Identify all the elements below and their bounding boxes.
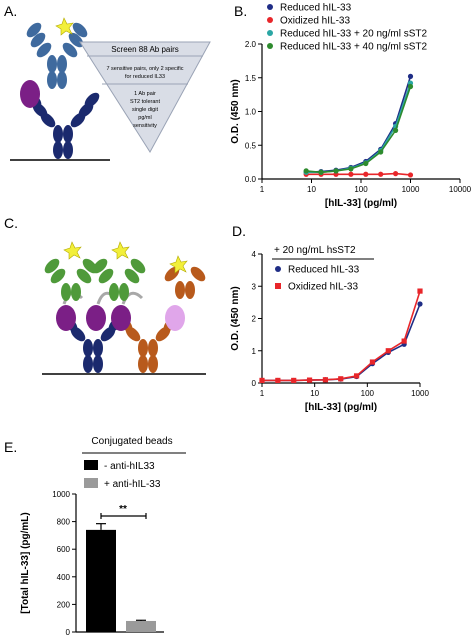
data-point xyxy=(275,377,281,384)
data-point xyxy=(392,127,399,133)
y-tick-label: 3 xyxy=(252,282,257,291)
data-point xyxy=(392,171,399,177)
legend-label: Reduced hIL-33 xyxy=(280,3,352,14)
y-tick-label: 4 xyxy=(252,250,257,259)
chart-e: 0 200 400 600 800 1000 [Total hIL-33] (pg/mL) *… xyxy=(20,436,186,637)
x-axis-label: [hIL-33] (pg/ml) xyxy=(325,198,397,209)
funnel-bottom-line-4: pg/ml xyxy=(138,115,151,121)
x-tick-label: 1 xyxy=(260,185,265,194)
data-point xyxy=(353,373,360,379)
y-tick-label: 1.5 xyxy=(245,74,257,83)
data-point xyxy=(407,83,414,90)
x-tick-label: 10000 xyxy=(449,185,472,194)
data-point xyxy=(338,376,344,382)
series-line xyxy=(262,303,421,382)
data-point xyxy=(417,288,423,294)
data-point xyxy=(401,338,407,344)
panel-label-d: D. xyxy=(232,223,246,239)
legend-marker xyxy=(267,43,273,49)
legend-title: Conjugated beads xyxy=(91,436,172,447)
panel-label-e: E. xyxy=(4,439,17,455)
legend-marker xyxy=(267,4,273,10)
panel-label-b: B. xyxy=(234,3,247,19)
funnel-bottom-line-5: sensitivity xyxy=(133,123,157,129)
data-point xyxy=(407,73,414,79)
antibody-schematic-a xyxy=(10,17,110,161)
chart-b: 0.0 0.5 1.0 1.5 2.0 1 10 100 1000 10000 [hIL-33] (… xyxy=(230,3,472,210)
panel-label-a: A. xyxy=(4,3,17,19)
data-point xyxy=(303,168,309,174)
y-axis-label: O.D. (450 nm) xyxy=(230,79,241,143)
significance-stars: ** xyxy=(119,504,127,515)
data-point xyxy=(369,359,376,365)
y-axis-label: [Total hIL-33] (pg/mL) xyxy=(20,512,31,613)
data-point xyxy=(417,301,423,307)
panel-label-c: C. xyxy=(4,215,18,231)
data-point xyxy=(259,377,265,384)
x-axis-label: [hIL-33] (pg/ml) xyxy=(305,402,377,413)
data-point xyxy=(291,377,297,384)
funnel-bottom-line-1: 1 Ab pair xyxy=(134,91,156,97)
y-tick-label: 600 xyxy=(57,545,71,554)
y-tick-label: 0 xyxy=(66,628,71,637)
data-point xyxy=(407,172,414,178)
legend-marker xyxy=(275,266,281,272)
x-tick-label: 1000 xyxy=(402,185,420,194)
legend-label: Reduced hIL-33 xyxy=(288,265,360,276)
data-point xyxy=(363,171,369,177)
y-tick-label: 0.0 xyxy=(245,175,257,184)
y-axis-label: O.D. (450 nm) xyxy=(230,286,241,350)
legend-swatch xyxy=(84,460,98,470)
funnel-bottom-line-3: single digit xyxy=(132,107,158,113)
antibody-schematic-c xyxy=(42,241,206,375)
data-point xyxy=(318,169,324,175)
data-point xyxy=(363,160,369,167)
y-tick-label: 800 xyxy=(57,518,71,527)
x-tick-label: 100 xyxy=(361,389,375,398)
data-point xyxy=(378,149,384,155)
legend-marker xyxy=(275,283,281,289)
data-point xyxy=(348,166,354,172)
legend-label: Reduced hIL-33 + 40 ng/ml sST2 xyxy=(280,42,427,53)
y-tick-label: 0.5 xyxy=(245,141,257,150)
y-tick-label: 1.0 xyxy=(245,108,257,117)
legend-marker xyxy=(267,30,273,36)
screening-funnel: Screen 88 Ab pairs 7 sensitive pairs, on… xyxy=(79,41,211,153)
funnel-middle-line-2: for reduced IL33 xyxy=(125,74,165,80)
data-point xyxy=(348,171,354,177)
bar xyxy=(126,620,156,632)
y-tick-label: 2.0 xyxy=(245,40,257,49)
legend-marker xyxy=(267,17,273,23)
x-tick-label: 100 xyxy=(354,185,368,194)
series-line xyxy=(262,290,421,382)
x-tick-label: 10 xyxy=(310,389,319,398)
y-tick-label: 400 xyxy=(57,573,71,582)
legend-label: Oxidized hIL-33 xyxy=(280,16,350,27)
data-point xyxy=(385,348,391,354)
legend-label: - anti-hIL33 xyxy=(104,461,155,472)
funnel-middle-line-1: 7 sensitive pairs, only 2 specific xyxy=(106,66,183,72)
funnel-top-text: Screen 88 Ab pairs xyxy=(111,45,179,54)
y-tick-label: 2 xyxy=(252,315,257,324)
y-tick-label: 1000 xyxy=(52,490,70,499)
data-point xyxy=(322,377,329,383)
data-point xyxy=(306,377,313,383)
y-tick-label: 0 xyxy=(252,379,257,388)
legend-label: Oxidized hIL-33 xyxy=(288,282,358,293)
data-point xyxy=(333,168,339,174)
y-tick-label: 1 xyxy=(252,347,257,356)
x-tick-label: 10 xyxy=(307,185,316,194)
x-tick-label: 1000 xyxy=(411,389,429,398)
legend-title: + 20 ng/mL hsST2 xyxy=(274,245,356,256)
y-tick-label: 200 xyxy=(57,600,71,609)
x-tick-label: 1 xyxy=(260,389,265,398)
data-point xyxy=(378,171,384,177)
bar xyxy=(86,529,116,632)
funnel-bottom-line-2: ST2 tolerant xyxy=(130,99,160,105)
legend-label: Reduced hIL-33 + 20 ng/ml sST2 xyxy=(280,29,427,40)
legend-swatch xyxy=(84,478,98,488)
legend-label: + anti-hIL-33 xyxy=(104,479,161,490)
